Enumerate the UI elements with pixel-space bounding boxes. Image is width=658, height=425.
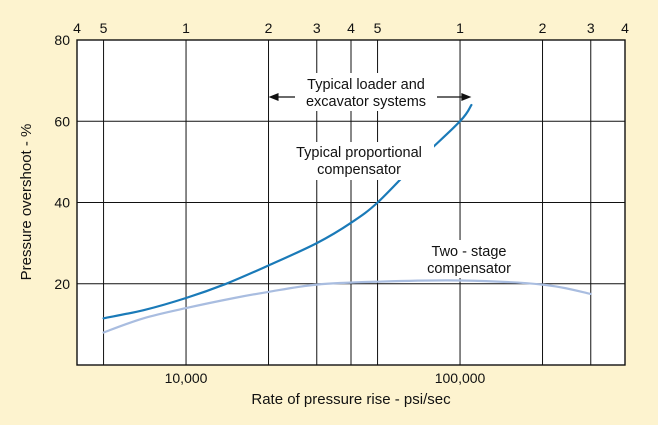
- two-stage-label-line2: compensator: [427, 261, 511, 277]
- x-tick-label-top: 1: [182, 20, 190, 36]
- x-tick-label-top: 5: [100, 20, 108, 36]
- proportional-label-bg: [286, 142, 434, 180]
- y-tick-label: 40: [54, 195, 70, 211]
- loader-label-line1: Typical loader and: [307, 77, 425, 93]
- two-stage-compensator-line: [102, 279, 592, 334]
- x-axis-title: Rate of pressure rise - psi/sec: [251, 391, 451, 408]
- x-tick-label-top: 4: [347, 20, 355, 36]
- y-axis-title: Pressure overshoot - %: [18, 124, 35, 281]
- x-tick-label-bottom: 100,000: [435, 370, 486, 386]
- two-stage-label-line1: Two - stage: [432, 244, 507, 260]
- y-tick-label: 80: [54, 32, 70, 48]
- x-tick-label-top: 1: [456, 20, 464, 36]
- plot-frame: [76, 39, 626, 366]
- x-tick-label-top: 2: [539, 20, 547, 36]
- proportional-label-line2: compensator: [317, 162, 401, 178]
- x-tick-label-top: 4: [73, 20, 81, 36]
- range-arrowhead-left: [268, 93, 279, 101]
- x-tick-label-top: 4: [621, 20, 629, 36]
- range-arrowhead-right: [461, 93, 472, 101]
- x-tick-label-top: 3: [587, 20, 595, 36]
- y-tick-label: 60: [54, 113, 70, 129]
- x-tick-label-bottom: 10,000: [165, 370, 208, 386]
- ticks: 4 5 1 2 3 4 5 1 2 3 4 10,000 100,000 20 40 60 80: [54, 20, 629, 386]
- two-stage-label-bg: [418, 240, 520, 278]
- x-tick-label-top: 2: [265, 20, 273, 36]
- x-tick-label-top: 5: [374, 20, 382, 36]
- proportional-label-line1: Typical proportional: [296, 145, 422, 161]
- loader-label-bg: [297, 73, 435, 111]
- loader-label-line2: excavator systems: [306, 94, 426, 110]
- annotations: Typical loader and excavator systems Typ…: [268, 73, 520, 278]
- y-tick-label: 20: [54, 276, 70, 292]
- x-tick-label-top: 3: [313, 20, 321, 36]
